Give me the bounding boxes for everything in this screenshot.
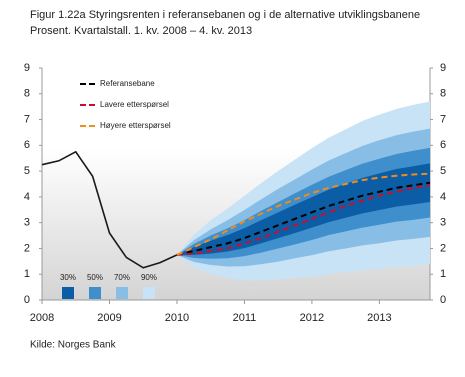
y2-tick-label: 7 xyxy=(440,113,446,125)
y2-tick-label: 6 xyxy=(440,139,446,151)
x-tick-label: 2012 xyxy=(300,312,324,324)
y2-tick-label: 1 xyxy=(440,268,446,280)
y2-tick-label: 3 xyxy=(440,217,446,229)
x-tick-label: 2008 xyxy=(30,312,54,324)
legend-swatch xyxy=(62,287,74,299)
y-tick-label: 3 xyxy=(24,217,30,229)
y2-tick-label: 9 xyxy=(440,62,446,74)
line xyxy=(176,181,431,256)
x-tick-label: 2009 xyxy=(97,312,121,324)
chart-subtitle: Prosent. Kvartalstall. 1. kv. 2008 – 4. … xyxy=(30,25,252,37)
legend-swatch xyxy=(116,287,128,299)
y2-tick-label: 8 xyxy=(440,88,446,100)
legend-swatch xyxy=(143,287,155,299)
y2-tick-label: 4 xyxy=(440,191,446,203)
y2-tick-label: 5 xyxy=(440,165,446,177)
legend-label: Referansebane xyxy=(100,79,155,88)
y2-tick-label: 2 xyxy=(440,242,446,254)
line xyxy=(176,184,431,256)
y-tick-label: 9 xyxy=(24,62,30,74)
y-tick-label: 4 xyxy=(24,191,30,203)
y-tick-label: 1 xyxy=(24,268,30,280)
legend-label: 90% xyxy=(141,273,157,282)
legend-label: 50% xyxy=(87,273,103,282)
y-tick-label: 5 xyxy=(24,165,30,177)
chart-title: Figur 1.22a Styringsrenten i referanseba… xyxy=(30,9,420,21)
y-tick-label: 8 xyxy=(24,88,30,100)
legend-label: 70% xyxy=(114,273,130,282)
y-tick-label: 7 xyxy=(24,113,30,125)
y-tick-label: 6 xyxy=(24,139,30,151)
x-tick-label: 2010 xyxy=(165,312,189,324)
x-tick-label: 2011 xyxy=(233,312,257,324)
legend-label: Lavere etterspørsel xyxy=(100,100,169,109)
legend-swatch xyxy=(89,287,101,299)
fan-band xyxy=(176,163,430,255)
x-tick-label: 2013 xyxy=(367,312,391,324)
source: Kilde: Norges Bank xyxy=(30,340,117,351)
legend-label: 30% xyxy=(60,273,76,282)
y-tick-label: 2 xyxy=(24,242,30,254)
y-tick-label: 0 xyxy=(24,294,30,306)
line xyxy=(41,150,178,269)
legend-label: Høyere etterspørsel xyxy=(100,121,171,130)
y2-tick-label: 0 xyxy=(440,294,446,306)
